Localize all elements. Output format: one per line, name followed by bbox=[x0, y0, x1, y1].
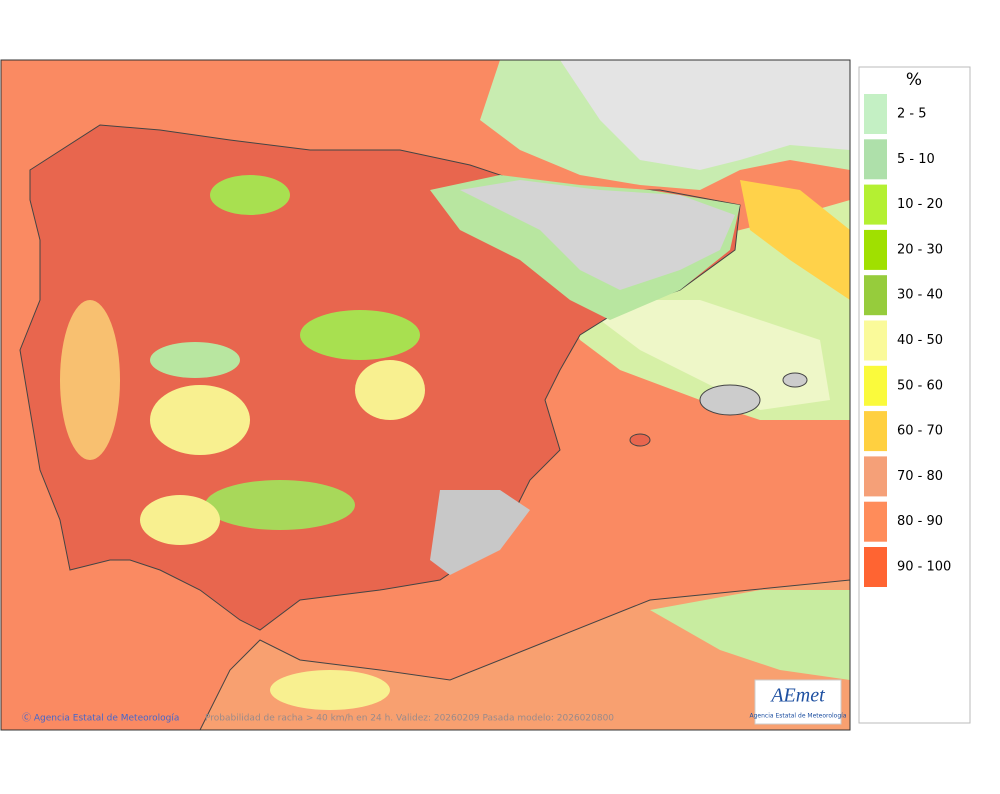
legend-swatch bbox=[864, 184, 887, 225]
legend-swatch bbox=[864, 411, 887, 452]
legend-swatch bbox=[864, 456, 887, 497]
patch bbox=[60, 300, 120, 460]
logo-text: AEmet bbox=[769, 685, 825, 707]
credit: Ⓒ Agencia Estatal de Meteorología bbox=[22, 713, 179, 724]
legend-swatch bbox=[864, 547, 887, 587]
legend-swatch bbox=[864, 94, 887, 134]
ibiza bbox=[629, 433, 651, 447]
patch bbox=[355, 360, 425, 420]
logo-box bbox=[754, 679, 842, 725]
patch bbox=[300, 310, 420, 360]
legend-label: 80 - 90 bbox=[897, 514, 943, 529]
menorca bbox=[782, 372, 808, 388]
legend-swatch bbox=[864, 275, 887, 316]
patch bbox=[150, 385, 250, 455]
gulf-lion bbox=[740, 180, 850, 300]
legend-label: 40 - 50 bbox=[897, 333, 943, 348]
legend-label: 30 - 40 bbox=[897, 288, 943, 303]
patch bbox=[150, 342, 240, 378]
france-calm bbox=[560, 60, 850, 170]
map-frame bbox=[0, 59, 851, 731]
legend-label: 90 - 100 bbox=[897, 560, 951, 575]
legend-label: 2 - 5 bbox=[897, 107, 927, 122]
legend-swatch bbox=[864, 229, 887, 270]
caption: Probabilidad de racha > 40 km/h en 24 h.… bbox=[205, 714, 614, 724]
legend-label: 60 - 70 bbox=[897, 424, 943, 439]
legend-swatch bbox=[864, 365, 887, 406]
patch bbox=[210, 175, 290, 215]
patch bbox=[205, 480, 355, 530]
med-calm bbox=[600, 300, 830, 410]
murcia-calm bbox=[430, 490, 530, 575]
legend-label: 20 - 30 bbox=[897, 242, 943, 257]
map-layer bbox=[1, 60, 850, 730]
pyrenees-calm bbox=[460, 180, 735, 290]
logo: AEmet Agencia Estatal de Meteorología bbox=[750, 679, 847, 725]
logo-subtitle: Agencia Estatal de Meteorología bbox=[750, 713, 847, 720]
mallorca bbox=[699, 384, 761, 416]
legend-label: 70 - 80 bbox=[897, 469, 943, 484]
legend-swatch bbox=[864, 320, 887, 361]
legend-swatch bbox=[864, 501, 887, 542]
africa-low bbox=[650, 590, 850, 680]
patch bbox=[270, 670, 390, 710]
legend-swatch bbox=[864, 139, 887, 180]
legend: % 2 - 5 5 - 10 10 - 20 20 - 30 30 - 40 40 - 5… bbox=[858, 66, 971, 724]
legend-label: 10 - 20 bbox=[897, 197, 943, 212]
legend-label: 5 - 10 bbox=[897, 152, 935, 167]
legend-title: % bbox=[906, 70, 922, 90]
patch bbox=[140, 495, 220, 545]
legend-label: 50 - 60 bbox=[897, 378, 943, 393]
